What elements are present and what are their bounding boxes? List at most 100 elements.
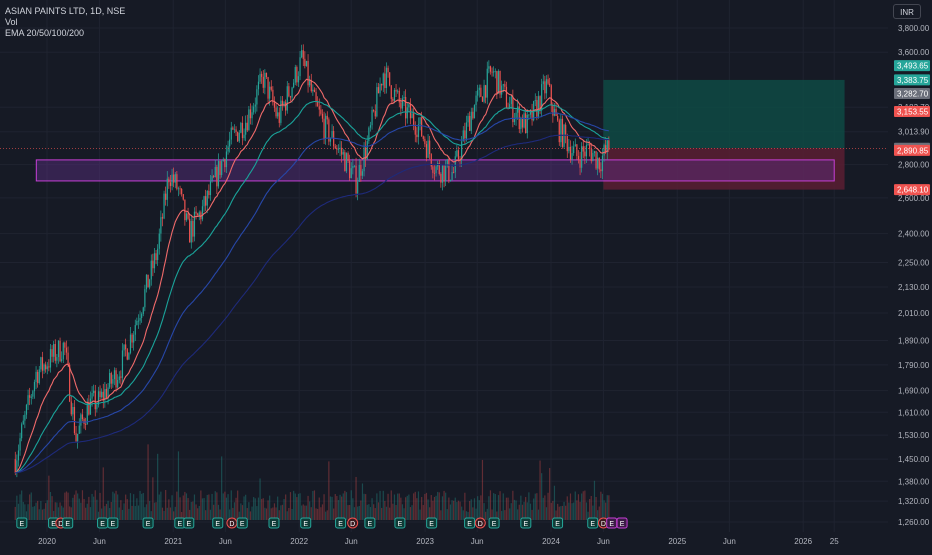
- volume-bar: [552, 500, 554, 520]
- event-marker-earnings[interactable]: [268, 517, 280, 529]
- support-zone-rectangle[interactable]: [35, 159, 835, 182]
- candle: [61, 359, 63, 361]
- y-tick-label: 2,250.00: [898, 259, 930, 268]
- volume-bar: [405, 497, 407, 520]
- candle: [342, 152, 344, 155]
- volume-bar: [88, 496, 90, 520]
- event-marker-earnings[interactable]: [142, 517, 154, 529]
- volume-bar: [232, 507, 234, 520]
- volume-bar: [382, 490, 384, 520]
- event-marker-earnings[interactable]: [212, 517, 224, 529]
- volume-bar: [73, 494, 76, 520]
- volume-bar: [389, 507, 391, 520]
- volume-bar: [229, 509, 231, 520]
- volume-bar: [347, 505, 349, 520]
- candle: [438, 163, 440, 174]
- candle: [470, 111, 472, 131]
- candle: [478, 87, 480, 91]
- volume-bar: [505, 497, 508, 520]
- event-marker-dividend[interactable]: [474, 517, 486, 529]
- volume-bar: [262, 498, 264, 520]
- volume-bar: [563, 501, 565, 520]
- volume-bar: [529, 503, 532, 520]
- symbol-title: ASIAN PAINTS LTD, 1D, NSE: [5, 6, 126, 16]
- event-marker-earnings[interactable]: [183, 517, 195, 529]
- volume-bar: [214, 491, 216, 520]
- volume-bar: [198, 505, 200, 520]
- volume-bar: [273, 503, 276, 520]
- volume-bar: [137, 505, 140, 520]
- volume-bar: [592, 505, 594, 520]
- ema-20-line: [14, 78, 609, 474]
- x-tick-label: Jun: [93, 537, 106, 546]
- event-marker-earnings[interactable]: [364, 517, 376, 529]
- price-label-box: [894, 74, 930, 86]
- event-marker-earnings[interactable]: [520, 517, 532, 529]
- event-marker-earnings[interactable]: [107, 517, 119, 529]
- event-marker-earnings[interactable]: [552, 517, 564, 529]
- y-tick-label: 2,400.00: [898, 230, 930, 239]
- volume-bar: [43, 508, 45, 520]
- candle: [88, 402, 90, 415]
- volume-bar: [520, 495, 522, 520]
- volume-bar: [409, 507, 412, 520]
- candle: [421, 117, 423, 137]
- volume-bar: [601, 493, 604, 520]
- volume-bar: [40, 501, 42, 520]
- volume-bar: [269, 495, 271, 520]
- ema-indicator-label[interactable]: EMA 20/50/100/200: [5, 28, 85, 38]
- x-tick-label: Jun: [597, 537, 610, 546]
- event-marker-earnings[interactable]: [236, 517, 248, 529]
- volume-bar: [430, 495, 432, 520]
- volume-bar: [454, 497, 456, 520]
- candle: [96, 404, 98, 410]
- event-marker-earnings[interactable]: [62, 517, 74, 529]
- candle: [174, 174, 176, 183]
- candle: [462, 130, 464, 142]
- candle: [544, 81, 546, 94]
- candle: [590, 148, 592, 162]
- volume-bar: [483, 503, 485, 520]
- event-marker-earnings[interactable]: [300, 517, 312, 529]
- volume-bar: [544, 495, 546, 520]
- y-tick-label: 1,260.00: [898, 518, 930, 527]
- candle: [62, 342, 64, 360]
- volume-indicator-label[interactable]: Vol: [5, 17, 18, 27]
- volume-bar: [549, 468, 551, 520]
- candle: [253, 106, 255, 113]
- x-tick-label: 2023: [416, 537, 434, 546]
- event-marker-earnings[interactable]: [488, 517, 500, 529]
- candle: [429, 140, 431, 155]
- volume-bar: [353, 507, 356, 520]
- target-zone[interactable]: [603, 79, 845, 149]
- event-marker-earnings[interactable]: [426, 517, 438, 529]
- event-marker-dividend[interactable]: [347, 517, 359, 529]
- price-label-text: 3,282.70: [897, 89, 929, 98]
- event-marker-earnings[interactable]: [16, 517, 28, 529]
- event-marker-earnings[interactable]: [394, 517, 406, 529]
- volume-bar: [136, 498, 138, 520]
- candle: [337, 148, 340, 150]
- candle: [502, 84, 504, 86]
- stop-loss-zone[interactable]: [603, 148, 845, 190]
- event-marker-earnings[interactable]: [587, 517, 599, 529]
- candle: [512, 96, 514, 123]
- volume-bar: [433, 496, 436, 520]
- candle: [141, 313, 143, 318]
- volume-bar: [173, 511, 175, 520]
- candle: [173, 174, 175, 183]
- candle: [309, 80, 311, 86]
- currency-badge[interactable]: INR: [893, 4, 921, 19]
- candle: [448, 159, 450, 181]
- candle: [201, 206, 204, 220]
- event-marker-earnings-upcoming[interactable]: [616, 517, 628, 529]
- y-tick-label: 2,600.00: [898, 194, 930, 203]
- event-marker-earnings[interactable]: [335, 517, 347, 529]
- candle: [368, 127, 370, 142]
- event-marker-earnings[interactable]: [464, 517, 476, 529]
- volume-bar: [102, 467, 104, 520]
- event-marker-label: E: [590, 521, 595, 528]
- volume-bar: [233, 502, 236, 520]
